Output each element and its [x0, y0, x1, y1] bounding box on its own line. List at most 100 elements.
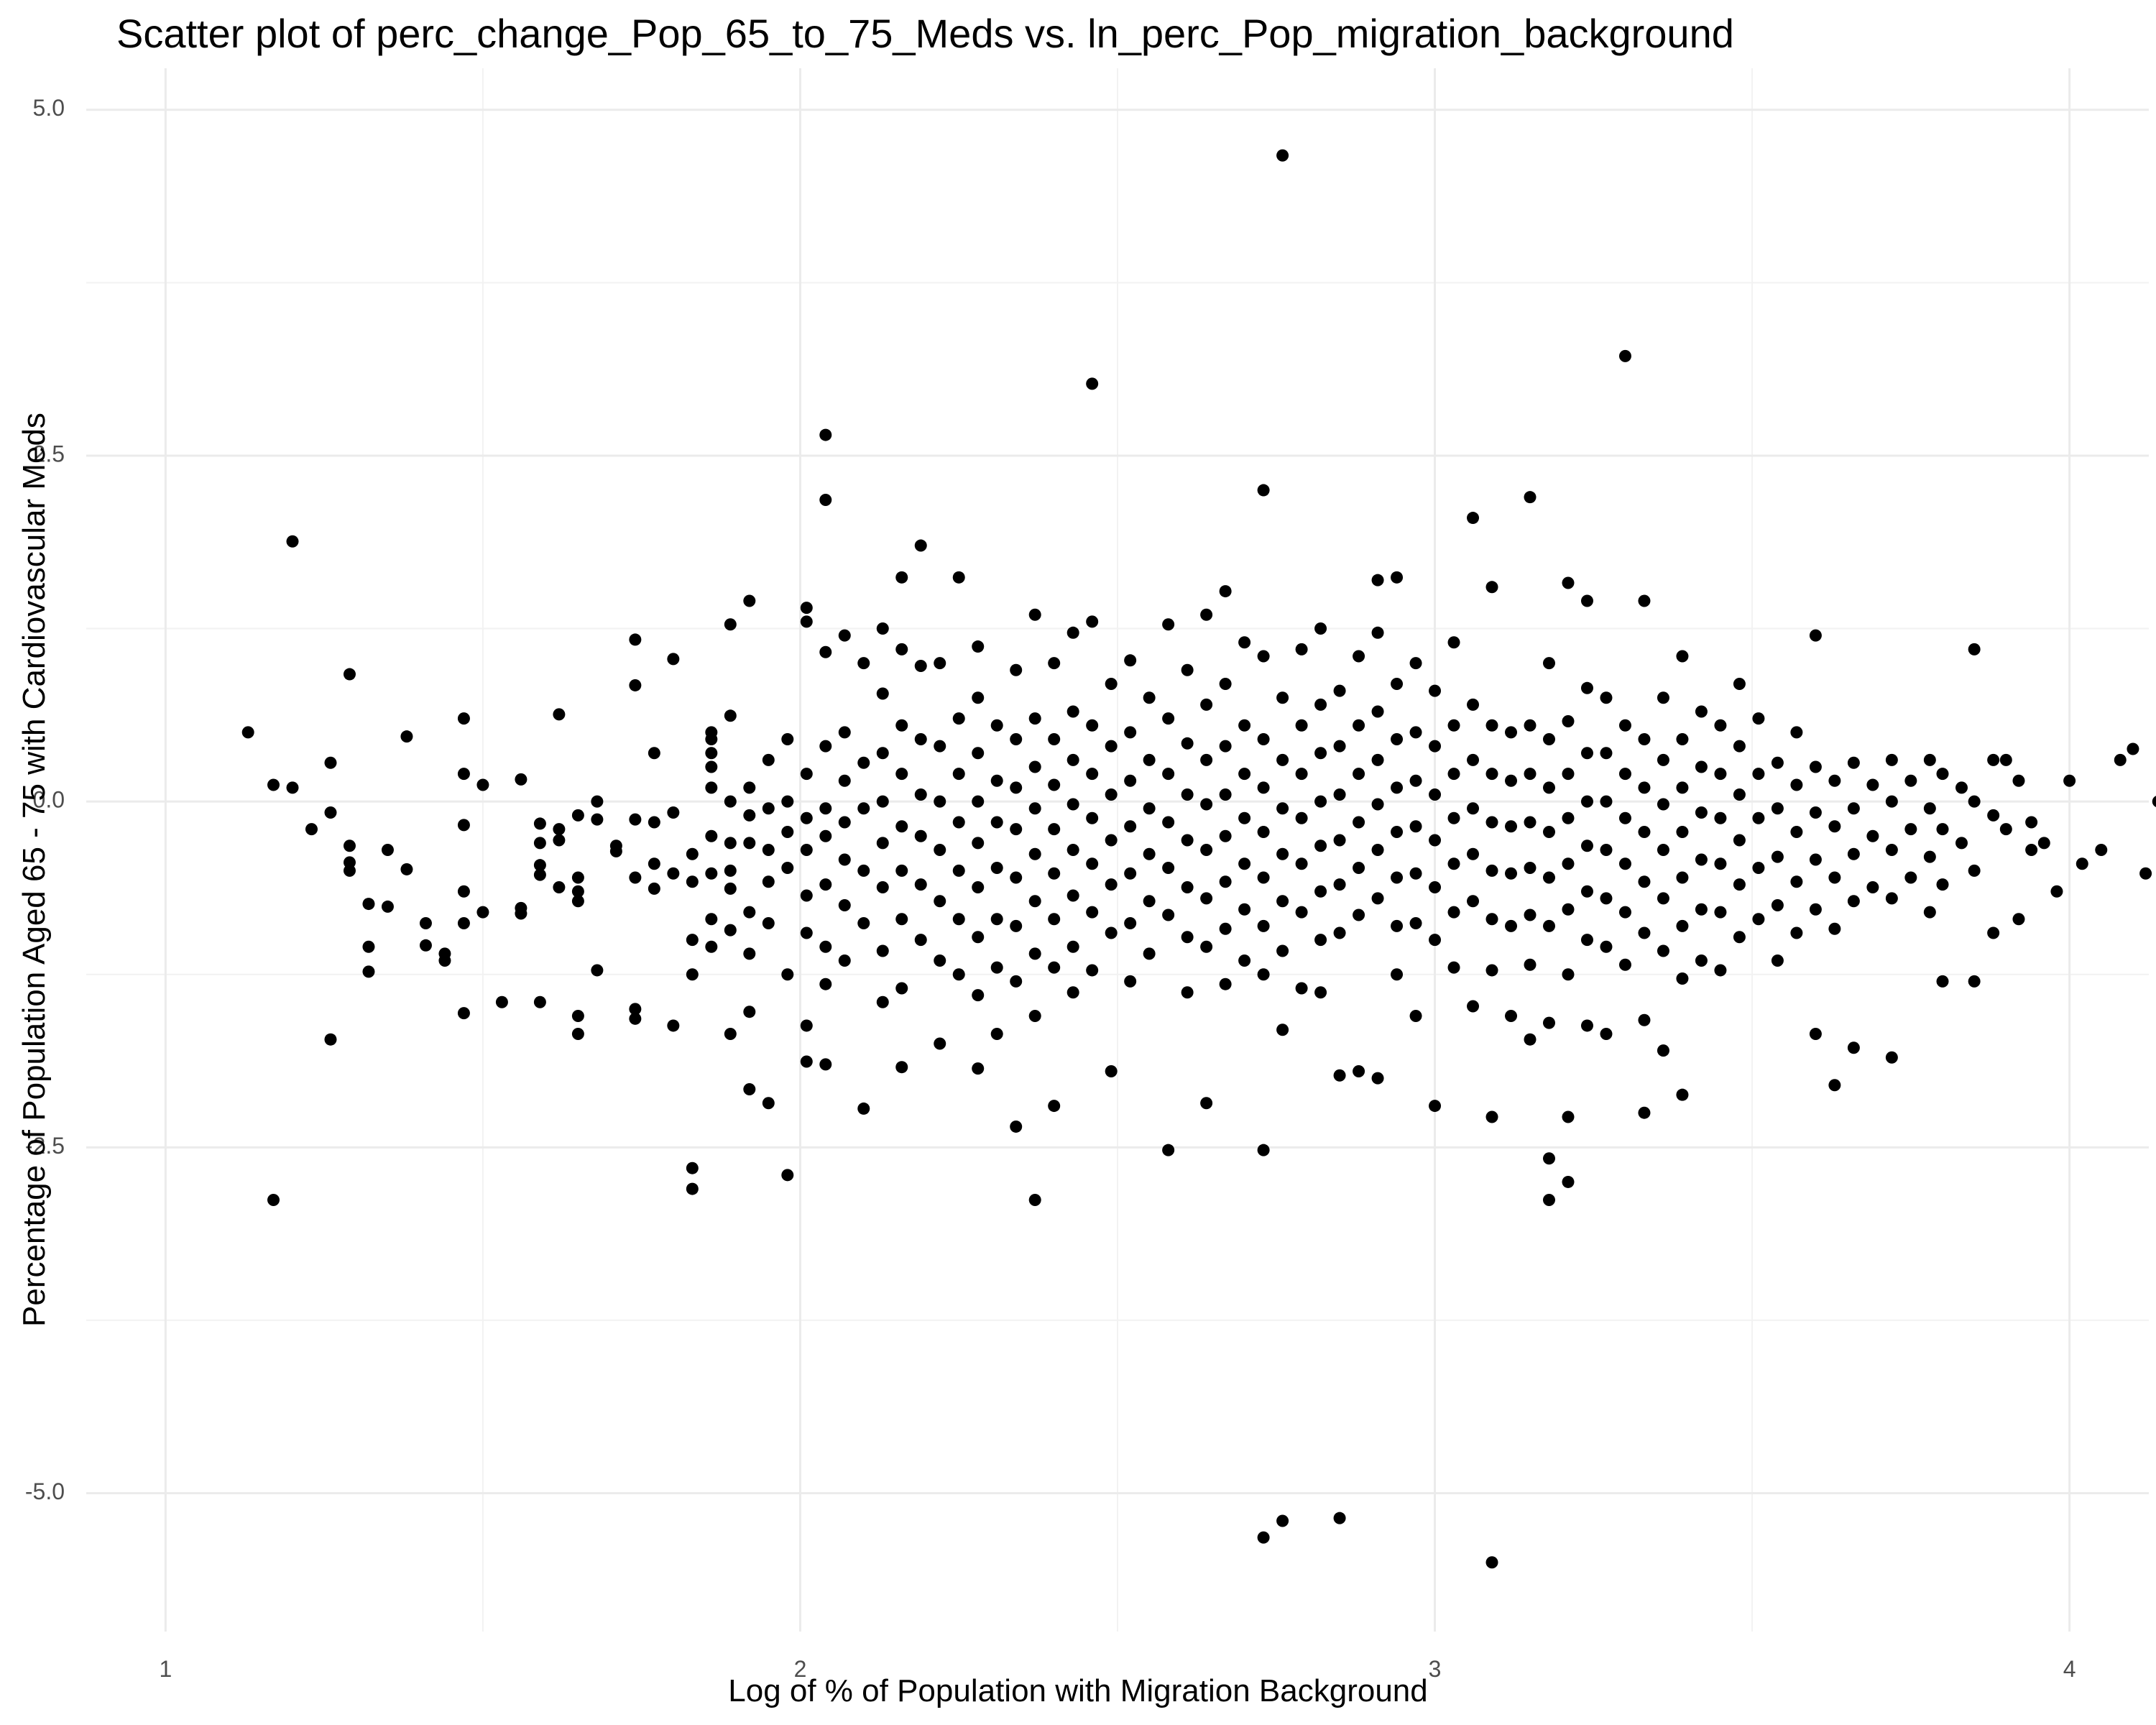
data-point — [667, 653, 680, 666]
data-point — [1676, 825, 1689, 838]
data-point — [419, 917, 432, 930]
data-point — [1695, 853, 1708, 866]
data-point — [1580, 594, 1593, 607]
data-point — [1200, 1097, 1213, 1110]
data-point — [781, 733, 794, 746]
data-point — [1809, 903, 1822, 916]
data-point — [781, 1169, 794, 1182]
data-point — [972, 837, 985, 850]
data-point — [1295, 811, 1308, 824]
data-point — [1467, 512, 1480, 525]
data-point — [343, 864, 356, 877]
data-point — [1542, 733, 1555, 746]
data-point — [857, 756, 870, 769]
data-point — [990, 961, 1003, 974]
data-point — [914, 934, 927, 947]
data-point — [934, 895, 946, 908]
data-point — [1885, 844, 1898, 856]
data-point — [1714, 964, 1727, 977]
data-point — [1955, 837, 1968, 850]
data-point — [629, 633, 642, 646]
data-point — [1409, 1009, 1422, 1022]
data-point — [1885, 753, 1898, 766]
data-point — [914, 829, 927, 842]
data-point — [1600, 1027, 1613, 1040]
data-point — [724, 924, 737, 937]
data-point — [895, 820, 908, 833]
data-point — [1638, 594, 1651, 607]
data-point — [1429, 788, 1442, 801]
data-point — [705, 940, 718, 953]
data-point — [1391, 825, 1404, 838]
data-point — [629, 1003, 642, 1016]
data-point — [800, 811, 813, 824]
data-point — [1485, 1110, 1498, 1123]
data-point — [686, 968, 699, 981]
data-point — [1999, 753, 2012, 766]
data-point — [1485, 816, 1498, 829]
data-point — [1542, 919, 1555, 932]
data-point — [800, 926, 813, 939]
data-point — [1219, 875, 1232, 888]
data-point — [1181, 931, 1194, 944]
data-point — [800, 889, 813, 902]
data-point — [1219, 585, 1232, 598]
data-point — [1790, 726, 1803, 739]
data-point — [1955, 781, 1968, 794]
data-point — [1067, 626, 1079, 639]
data-point — [1695, 705, 1708, 718]
data-point — [571, 1027, 584, 1040]
data-point — [990, 862, 1003, 875]
data-point — [972, 795, 985, 808]
data-point — [1771, 898, 1784, 911]
data-point — [1429, 934, 1442, 947]
data-point — [857, 802, 870, 815]
data-point — [743, 837, 756, 850]
data-point — [1409, 726, 1422, 739]
data-point — [1371, 798, 1384, 811]
data-point — [1105, 740, 1118, 753]
data-point — [1067, 798, 1079, 811]
data-point — [1828, 922, 1841, 935]
data-point — [1105, 926, 1118, 939]
data-point — [305, 823, 318, 836]
data-point — [1028, 1193, 1041, 1206]
data-point — [914, 733, 927, 746]
data-point — [343, 840, 356, 852]
data-point — [743, 809, 756, 822]
data-point — [2012, 913, 2025, 926]
data-point — [800, 602, 813, 615]
data-point — [2050, 885, 2063, 898]
data-point — [457, 712, 470, 725]
data-point — [724, 618, 737, 631]
data-point — [1485, 768, 1498, 781]
data-point — [400, 862, 413, 875]
data-point — [553, 823, 566, 836]
data-point — [1714, 906, 1727, 919]
data-point — [1010, 871, 1023, 884]
data-point — [1866, 880, 1879, 893]
data-point — [1904, 823, 1917, 836]
data-point — [1429, 1100, 1442, 1113]
data-point — [972, 931, 985, 944]
data-point — [914, 660, 927, 673]
data-point — [1124, 975, 1137, 988]
data-point — [1086, 768, 1099, 781]
data-point — [800, 615, 813, 628]
data-point — [1885, 1051, 1898, 1064]
data-point — [1048, 823, 1061, 836]
data-point — [1542, 871, 1555, 884]
data-point — [1314, 698, 1327, 711]
data-point — [743, 594, 756, 607]
data-point — [1181, 880, 1194, 893]
data-point — [1219, 740, 1232, 753]
data-point — [1333, 926, 1346, 939]
data-point — [1657, 944, 1669, 957]
data-point — [1618, 349, 1631, 362]
data-point — [743, 947, 756, 960]
data-point — [1733, 678, 1746, 691]
data-point — [553, 834, 566, 847]
data-point — [1638, 825, 1651, 838]
data-point — [1752, 768, 1765, 781]
data-point — [1276, 691, 1289, 704]
